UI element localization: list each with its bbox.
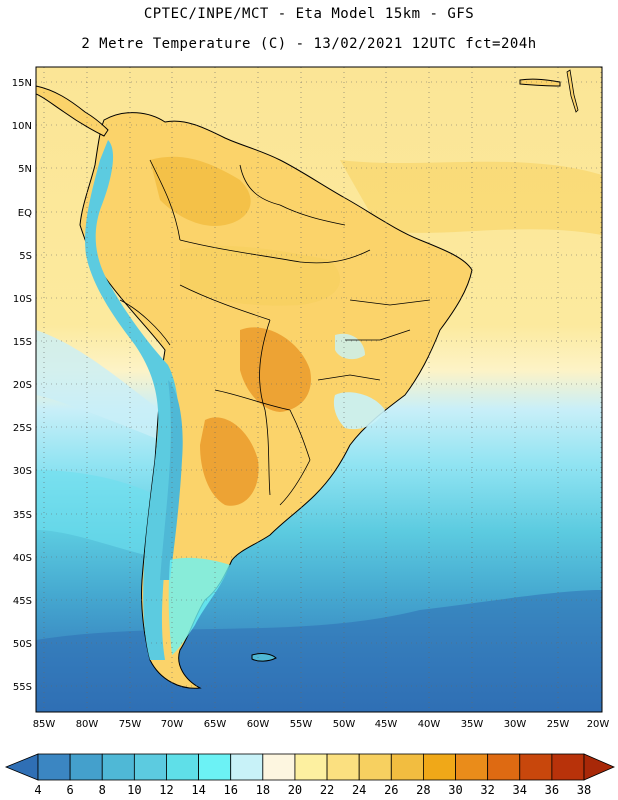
hot-pantanal: [240, 327, 311, 412]
color-scale-bar: 4 6 8 10 12 14 16 18 20 22 24 26 28 30 32 34 36 38: [4, 753, 616, 797]
color-scale-label: 12: [159, 783, 173, 797]
color-scale-box: [487, 753, 521, 781]
lat-label: 25S: [13, 423, 32, 434]
color-scale-box: [166, 753, 199, 781]
color-scale-box: [101, 753, 135, 781]
lat-label: EQ: [18, 208, 32, 219]
amazon-interior: [180, 245, 340, 306]
patagonia-cool: [168, 557, 230, 655]
color-scale-box: [358, 753, 392, 781]
color-scale-label: 24: [352, 783, 366, 797]
color-scale-label: 34: [513, 783, 527, 797]
color-scale-box: [294, 753, 328, 781]
color-scale-box: [230, 753, 264, 781]
color-scale-boxes: [4, 753, 616, 781]
cold-pacific-region: [36, 470, 165, 560]
color-scale-label: 4: [34, 783, 41, 797]
color-scale-box: [133, 753, 167, 781]
lon-label: 35W: [461, 719, 484, 730]
color-scale-box: [390, 753, 424, 781]
color-scale-label: 16: [223, 783, 237, 797]
color-scale-label: 18: [256, 783, 270, 797]
color-scale-box: [262, 753, 296, 781]
color-scale-label: 6: [67, 783, 74, 797]
lat-label: 10N: [12, 121, 32, 132]
lon-label: 70W: [161, 719, 184, 730]
lat-label: 55S: [13, 682, 32, 693]
lon-label: 60W: [247, 719, 270, 730]
color-scale-label: 28: [416, 783, 430, 797]
lon-label: 25W: [547, 719, 570, 730]
color-scale-label: 22: [320, 783, 334, 797]
color-scale-box: [69, 753, 103, 781]
lon-label: 65W: [204, 719, 227, 730]
color-scale-label: 10: [127, 783, 141, 797]
color-scale-box: [519, 753, 553, 781]
color-scale-box: [455, 753, 489, 781]
color-scale-label: 8: [99, 783, 106, 797]
latitude-labels: 15N 10N 5N EQ 5S 10S 15S 20S 25S 30S 35S…: [12, 78, 32, 693]
central-america: [36, 85, 109, 137]
warm-atlantic-band: [340, 160, 602, 235]
lat-label: 45S: [13, 596, 32, 607]
lon-label: 50W: [333, 719, 356, 730]
lat-label: 15S: [13, 337, 32, 348]
longitude-labels: 85W 80W 75W 70W 65W 60W 55W 50W 45W 40W …: [33, 719, 610, 730]
lat-label: 35S: [13, 510, 32, 521]
color-scale-labels: 4 6 8 10 12 14 16 18 20 22 24 26 28 30 32 34 36 38: [34, 783, 591, 797]
lesser-antilles: [566, 69, 579, 113]
map-frame: [35, 66, 603, 713]
map-field: [36, 67, 602, 712]
falkland-islands: [251, 653, 277, 662]
color-scale-label: 14: [191, 783, 205, 797]
caribbean-islands: [519, 78, 561, 87]
lat-label: 50S: [13, 639, 32, 650]
temperature-map: 15N 10N 5N EQ 5S 10S 15S 20S 25S 30S 35S…: [12, 66, 610, 730]
andes-cold-strip: [85, 140, 179, 660]
lat-label: 40S: [13, 553, 32, 564]
color-scale-box: [423, 753, 456, 781]
color-scale-label: 32: [480, 783, 494, 797]
lon-label: 80W: [76, 719, 99, 730]
color-scale-label: 20: [288, 783, 302, 797]
lon-label: 30W: [504, 719, 527, 730]
country-borders: [119, 159, 431, 506]
se-brazil-highlands: [333, 392, 385, 430]
chart-title-line1: CPTEC/INPE/MCT - Eta Model 15km - GFS: [143, 6, 475, 22]
andes-south: [160, 380, 183, 580]
lon-label: 20W: [587, 719, 610, 730]
lon-label: 55W: [290, 719, 313, 730]
lon-label: 85W: [33, 719, 56, 730]
lon-label: 40W: [418, 719, 441, 730]
color-scale-box: [37, 753, 71, 781]
color-scale-box: [551, 753, 585, 781]
color-scale-label: 36: [545, 783, 559, 797]
color-scale-label: 30: [448, 783, 462, 797]
color-scale-arrow-high: [583, 753, 616, 781]
color-scale-box: [326, 753, 360, 781]
color-scale-arrow-low: [4, 753, 39, 781]
hot-chaco: [200, 417, 259, 506]
color-scale-label: 38: [577, 783, 591, 797]
lat-label: 15N: [12, 78, 32, 89]
lon-label: 45W: [375, 719, 398, 730]
lat-label: 5S: [19, 251, 32, 262]
lat-label: 20S: [13, 380, 32, 391]
cool-pacific-tongue: [36, 330, 160, 440]
color-scale-box: [198, 753, 232, 781]
lat-label: 5N: [18, 164, 32, 175]
warm-venezuela: [150, 156, 251, 226]
color-scale-label: 26: [384, 783, 398, 797]
chart-title-line2: 2 Metre Temperature (C) - 13/02/2021 12U…: [81, 36, 537, 52]
lat-label: 10S: [13, 294, 32, 305]
lon-label: 75W: [119, 719, 142, 730]
lat-label: 30S: [13, 466, 32, 477]
